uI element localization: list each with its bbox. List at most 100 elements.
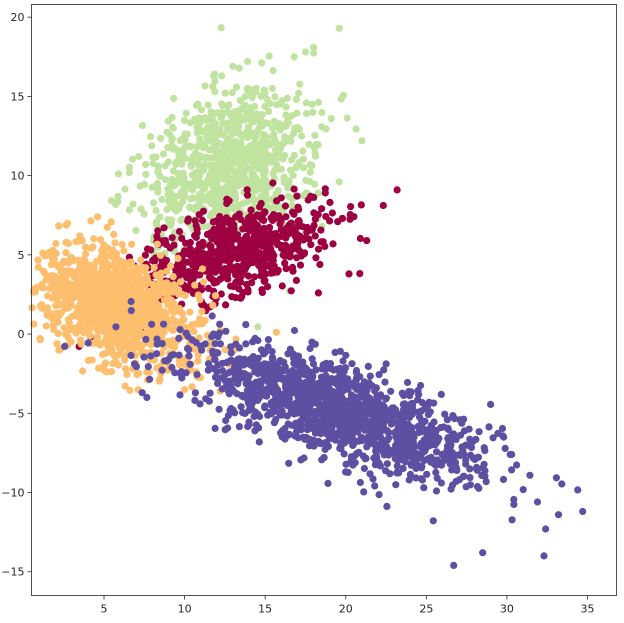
data-point: [196, 126, 205, 134]
data-point: [232, 83, 241, 91]
data-point: [313, 423, 321, 431]
data-point: [480, 444, 488, 452]
data-point: [232, 335, 240, 343]
data-point: [299, 409, 307, 417]
data-point: [458, 443, 466, 451]
data-point: [194, 291, 202, 299]
data-point: [180, 270, 188, 278]
data-point: [256, 145, 265, 153]
data-point: [175, 227, 184, 236]
data-point: [501, 444, 509, 452]
data-point: [78, 305, 86, 313]
data-point: [158, 340, 166, 348]
data-point: [340, 450, 348, 458]
data-point: [393, 186, 401, 194]
data-point: [304, 196, 312, 204]
data-point: [294, 203, 302, 211]
data-point: [437, 479, 445, 487]
data-point: [140, 353, 148, 361]
data-point: [169, 273, 177, 281]
data-point: [321, 383, 329, 391]
data-point: [30, 320, 38, 328]
data-point: [227, 343, 235, 351]
data-point: [121, 185, 129, 193]
data-point: [83, 283, 91, 291]
data-point: [369, 440, 377, 448]
y-tick-label: 20: [11, 11, 25, 24]
data-point: [251, 408, 259, 416]
data-point: [385, 434, 393, 442]
data-point: [254, 380, 262, 388]
data-point: [302, 99, 310, 107]
data-point: [254, 126, 262, 134]
data-point: [206, 133, 214, 141]
data-point: [204, 176, 212, 184]
data-point: [295, 217, 303, 225]
data-point: [84, 323, 92, 331]
data-point: [292, 428, 301, 436]
data-point: [51, 283, 59, 291]
data-point: [238, 293, 246, 301]
data-point: [76, 336, 85, 344]
data-point: [211, 174, 219, 182]
data-point: [239, 409, 247, 417]
data-point: [420, 484, 428, 492]
data-point: [163, 267, 171, 275]
data-point: [163, 279, 171, 287]
data-point: [50, 325, 58, 334]
data-point: [64, 240, 73, 248]
data-point: [242, 371, 250, 379]
data-point: [34, 256, 42, 264]
data-point: [307, 392, 315, 400]
data-point: [243, 191, 252, 199]
data-point: [485, 423, 493, 431]
data-point: [246, 104, 254, 112]
data-point: [241, 116, 249, 124]
data-point: [55, 262, 63, 270]
data-point: [301, 364, 309, 372]
data-point: [164, 301, 172, 309]
data-point: [247, 116, 255, 125]
data-point: [177, 188, 185, 196]
data-point: [294, 162, 302, 170]
data-point: [334, 382, 342, 390]
data-point: [201, 82, 209, 90]
data-point: [286, 431, 294, 439]
data-point: [114, 351, 122, 359]
data-point: [87, 217, 95, 225]
data-point: [288, 202, 296, 210]
data-point-outlier: [363, 237, 371, 245]
data-point: [61, 342, 69, 350]
data-point: [122, 261, 131, 269]
data-point: [393, 468, 401, 476]
data-point: [245, 123, 253, 131]
data-point: [378, 412, 386, 420]
data-point: [290, 354, 298, 362]
data-point: [237, 403, 245, 411]
data-point: [574, 486, 582, 494]
data-point: [230, 120, 238, 128]
data-point: [274, 122, 282, 130]
y-axis-ticks: −15 −10 −5 0 5 10 15 20: [1, 11, 32, 579]
data-point: [372, 451, 380, 460]
data-point: [97, 290, 105, 298]
data-point: [299, 155, 308, 163]
data-point: [260, 131, 268, 139]
data-point: [227, 349, 235, 357]
data-point: [415, 391, 423, 399]
data-point: [305, 177, 313, 185]
data-point: [225, 101, 233, 109]
data-point: [160, 328, 168, 336]
data-point: [168, 143, 176, 151]
data-point: [322, 125, 330, 133]
data-point: [269, 67, 277, 75]
data-point: [43, 304, 52, 312]
data-point: [437, 390, 445, 398]
data-point: [272, 328, 280, 336]
data-point: [247, 396, 255, 404]
data-point: [349, 425, 357, 433]
data-point: [307, 226, 315, 234]
data-point: [257, 272, 265, 280]
data-point: [223, 145, 231, 153]
data-point: [356, 478, 364, 487]
